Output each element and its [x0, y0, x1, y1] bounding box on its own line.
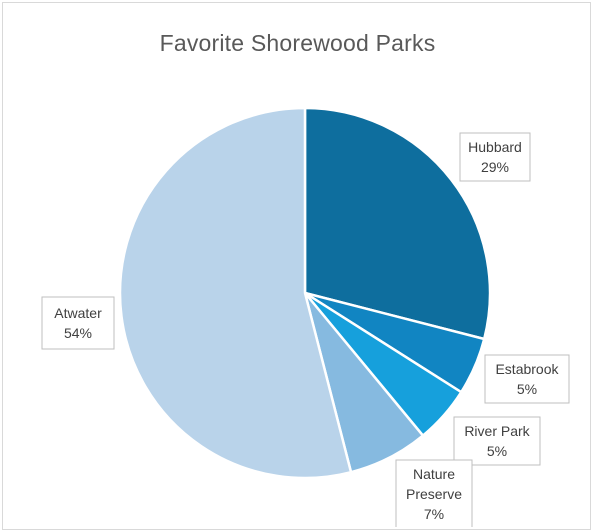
data-label-box — [484, 354, 570, 404]
data-label-percent: 7% — [424, 506, 444, 522]
data-label-category: Nature — [413, 466, 455, 482]
data-label-box — [41, 296, 115, 350]
data-label-category: Estabrook — [495, 361, 559, 377]
pie-slice-hubbard — [303, 106, 492, 341]
data-label-percent: 5% — [517, 381, 537, 397]
pie-slice-atwater — [118, 106, 353, 480]
data-label-estabrook: Estabrook 5% — [484, 354, 570, 404]
data-label-category: Atwater — [54, 305, 102, 321]
data-label-category: Preserve — [406, 486, 462, 502]
data-label-atwater: Atwater 54% — [41, 296, 115, 350]
data-label-percent: 54% — [64, 325, 92, 341]
data-label-percent: 5% — [487, 443, 507, 459]
data-label-box — [453, 416, 541, 466]
data-label-percent: 29% — [481, 159, 509, 175]
data-label-category: River Park — [464, 423, 530, 439]
data-label-river-park: River Park 5% — [453, 416, 541, 466]
chart-title: Favorite Shorewood Parks — [159, 30, 436, 56]
data-label-box — [395, 459, 473, 527]
data-label-category: Hubbard — [468, 139, 522, 155]
data-label-box — [459, 132, 531, 182]
data-label-hubbard: Hubbard 29% — [459, 132, 531, 182]
data-label-nature-preserve: Nature Preserve 7% — [395, 459, 473, 527]
